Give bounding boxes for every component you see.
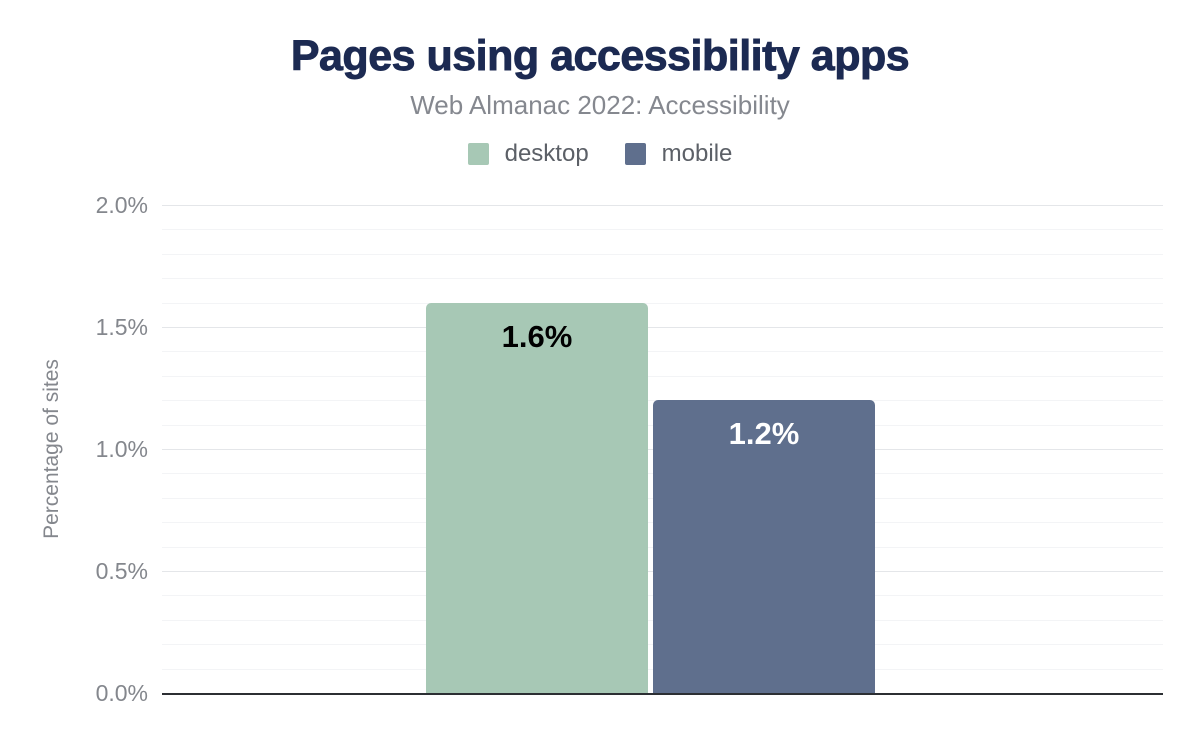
chart-subtitle: Web Almanac 2022: Accessibility [410, 90, 790, 120]
legend-swatch-mobile-icon [624, 143, 646, 165]
gridline-minor [162, 375, 1163, 377]
y-tick-label: 1.0% [95, 436, 148, 462]
chart-title: Pages using accessibility apps [290, 32, 910, 81]
gridline-minor [162, 253, 1163, 255]
bar-mobile: 1.2% [653, 400, 875, 693]
gridline-minor [162, 351, 1163, 353]
legend-label-mobile: mobile [661, 140, 733, 167]
legend: desktop mobile [0, 140, 1200, 168]
bar-value-label-mobile: 1.2% [728, 416, 800, 452]
gridline-major [162, 205, 1163, 206]
legend-swatch-desktop-icon [467, 143, 489, 165]
plot-area: 1.6% 1.2% [162, 0, 1163, 742]
legend-label-desktop: desktop [504, 140, 589, 167]
x-axis-baseline [162, 693, 1163, 695]
y-tick-label: 1.5% [95, 314, 148, 340]
bar-value-label-desktop: 1.6% [501, 318, 573, 354]
gridline-minor [162, 278, 1163, 280]
y-tick-label: 0.5% [95, 558, 148, 584]
gridline-minor [162, 302, 1163, 304]
bar-desktop: 1.6% [426, 302, 648, 693]
legend-item-desktop: desktop [467, 140, 589, 168]
y-tick-label: 2.0% [95, 192, 148, 218]
gridline-minor [162, 229, 1163, 231]
gridline-major [162, 327, 1163, 328]
y-tick-label: 0.0% [95, 680, 148, 706]
legend-item-mobile: mobile [624, 140, 733, 168]
